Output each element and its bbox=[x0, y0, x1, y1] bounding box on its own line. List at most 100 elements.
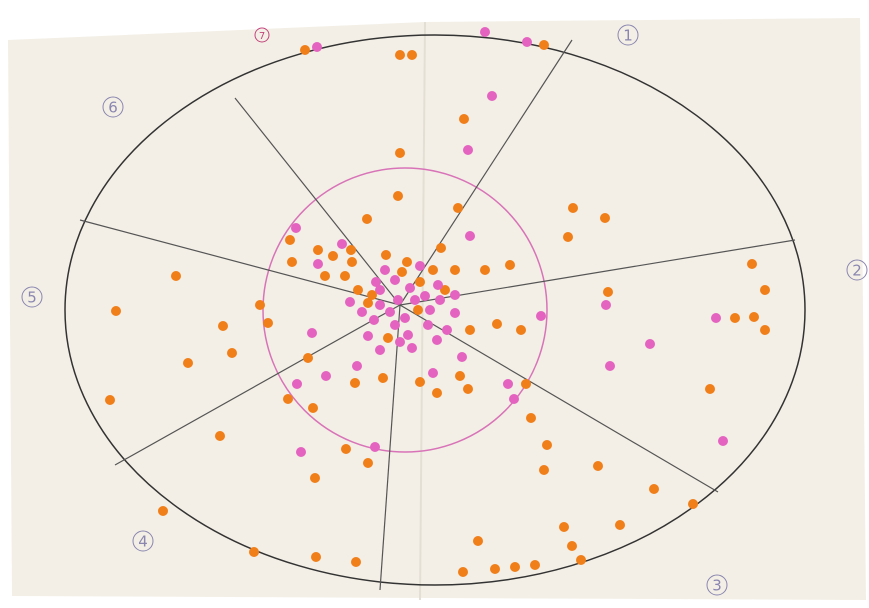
sticker-dot bbox=[559, 522, 569, 532]
number-circle bbox=[617, 24, 639, 46]
sticker-dot bbox=[313, 245, 323, 255]
number-circle bbox=[846, 259, 868, 281]
sticker-dot bbox=[307, 328, 317, 338]
sticker-dot bbox=[480, 265, 490, 275]
sticker-dot bbox=[480, 27, 490, 37]
sticker-dot bbox=[363, 331, 373, 341]
sticker-dot bbox=[337, 239, 347, 249]
sticker-dot bbox=[516, 325, 526, 335]
sticker-dot bbox=[503, 379, 513, 389]
sticker-dot bbox=[313, 259, 323, 269]
number-circle bbox=[254, 27, 270, 43]
sticker-dot bbox=[410, 295, 420, 305]
sticker-dot bbox=[249, 547, 259, 557]
spoke bbox=[79, 219, 401, 306]
sticker-dot bbox=[413, 305, 423, 315]
sticker-dot bbox=[425, 305, 435, 315]
sticker-dot bbox=[345, 297, 355, 307]
sticker-dot bbox=[432, 335, 442, 345]
sticker-dot bbox=[390, 275, 400, 285]
sector-number: 4 bbox=[138, 533, 148, 551]
sticker-dot bbox=[760, 285, 770, 295]
sticker-dots bbox=[105, 27, 770, 577]
sticker-dot bbox=[407, 50, 417, 60]
sticker-dot bbox=[291, 223, 301, 233]
sector-number: 2 bbox=[852, 262, 862, 280]
sticker-dot bbox=[453, 203, 463, 213]
sticker-dot bbox=[505, 260, 515, 270]
sticker-dot bbox=[341, 444, 351, 454]
sticker-dot bbox=[492, 319, 502, 329]
sticker-dot bbox=[463, 384, 473, 394]
sticker-dot bbox=[458, 567, 468, 577]
sticker-dot bbox=[405, 283, 415, 293]
sector-number: 3 bbox=[712, 577, 722, 595]
sticker-dot bbox=[393, 191, 403, 201]
sticker-dot bbox=[601, 300, 611, 310]
number-circle bbox=[21, 286, 43, 308]
sticker-dot bbox=[383, 333, 393, 343]
sticker-dot bbox=[567, 541, 577, 551]
sticker-dot bbox=[296, 447, 306, 457]
sticker-dot bbox=[442, 325, 452, 335]
sector-number: 1 bbox=[623, 27, 633, 45]
sticker-dot bbox=[311, 552, 321, 562]
sticker-dot bbox=[183, 358, 193, 368]
sticker-dot bbox=[158, 506, 168, 516]
sticker-dot bbox=[292, 379, 302, 389]
sticker-dot bbox=[385, 307, 395, 317]
sticker-dot bbox=[352, 361, 362, 371]
sticker-dot bbox=[393, 295, 403, 305]
sticker-dot bbox=[415, 261, 425, 271]
sticker-dot bbox=[435, 295, 445, 305]
sticker-dot bbox=[730, 313, 740, 323]
inner-circle bbox=[262, 167, 548, 453]
sticker-dot bbox=[363, 298, 373, 308]
sticker-dot bbox=[436, 243, 446, 253]
sticker-dot bbox=[526, 413, 536, 423]
sticker-dot bbox=[263, 318, 273, 328]
sticker-dot bbox=[465, 325, 475, 335]
sticker-dot bbox=[432, 388, 442, 398]
sticker-dot bbox=[303, 353, 313, 363]
sticker-dot bbox=[440, 285, 450, 295]
sticker-dot bbox=[542, 440, 552, 450]
sticker-dot bbox=[539, 40, 549, 50]
sticker-dot bbox=[415, 277, 425, 287]
sticker-dot bbox=[490, 564, 500, 574]
sticker-dot bbox=[603, 287, 613, 297]
sticker-dot bbox=[605, 361, 615, 371]
spokes bbox=[79, 39, 796, 591]
spoke bbox=[379, 304, 401, 591]
sticker-dot bbox=[420, 291, 430, 301]
sticker-dot bbox=[450, 308, 460, 318]
sticker-dot bbox=[415, 377, 425, 387]
sticker-dot bbox=[340, 271, 350, 281]
sticker-dot bbox=[747, 259, 757, 269]
sticker-dot bbox=[255, 300, 265, 310]
sticker-dot bbox=[357, 307, 367, 317]
outer-ellipse bbox=[64, 34, 806, 586]
sector-number: 5 bbox=[27, 289, 37, 307]
sticker-dot bbox=[450, 290, 460, 300]
sticker-dot bbox=[375, 345, 385, 355]
sticker-dot bbox=[536, 311, 546, 321]
sticker-dot bbox=[473, 536, 483, 546]
sticker-dot bbox=[312, 42, 322, 52]
sticker-dot bbox=[705, 384, 715, 394]
sticker-dot bbox=[649, 484, 659, 494]
sticker-dot bbox=[600, 213, 610, 223]
spoke bbox=[114, 304, 401, 466]
sticker-dot bbox=[688, 499, 698, 509]
sticker-dot bbox=[375, 285, 385, 295]
sector-numbers: 1 2 3 4 5 6 7 bbox=[21, 24, 868, 596]
sticker-dot bbox=[463, 145, 473, 155]
sticker-dot bbox=[539, 465, 549, 475]
sticker-dot bbox=[350, 378, 360, 388]
sticker-dot bbox=[465, 231, 475, 241]
sticker-dot bbox=[320, 271, 330, 281]
spoke bbox=[399, 39, 573, 306]
sticker-dot bbox=[287, 257, 297, 267]
sticker-dot bbox=[171, 271, 181, 281]
